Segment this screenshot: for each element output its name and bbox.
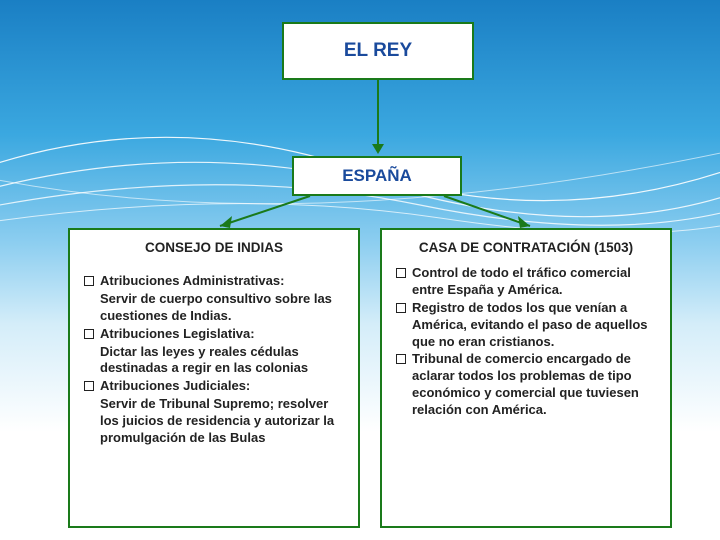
bullet-icon — [396, 268, 406, 278]
consejo-item-1: Atribuciones Administrativas: — [84, 273, 344, 290]
consejo-item-3: Atribuciones Judiciales: — [84, 378, 344, 395]
casa-item-1: Control de todo el tráfico comercial ent… — [396, 265, 656, 299]
bullet-icon — [396, 303, 406, 313]
consejo-item-2-rest: Dictar las leyes y reales cédulas destin… — [100, 344, 344, 378]
casa-title: CASA DE CONTRATACIÓN (1503) — [396, 240, 656, 255]
espana-box: ESPAÑA — [292, 156, 462, 196]
consejo-item-1-rest: Servir de cuerpo consultivo sobre las cu… — [100, 291, 344, 325]
espana-label: ESPAÑA — [342, 166, 412, 186]
casa-item-2: Registro de todos los que venían a Améri… — [396, 300, 656, 351]
elrey-label: EL REY — [344, 40, 412, 62]
consejo-item-2: Atribuciones Legislativa: — [84, 326, 344, 343]
consejo-title: CONSEJO DE INDIAS — [84, 240, 344, 255]
bullet-icon — [396, 354, 406, 364]
bullet-icon — [84, 276, 94, 286]
arrow-elrey-espana-head — [372, 144, 384, 154]
casa-item-3: Tribunal de comercio encargado de aclara… — [396, 351, 656, 419]
consejo-box: CONSEJO DE INDIAS Atribuciones Administr… — [68, 228, 360, 528]
consejo-item-3-rest: Servir de Tribunal Supremo; resolver los… — [100, 396, 344, 447]
bullet-icon — [84, 329, 94, 339]
elrey-box: EL REY — [282, 22, 474, 80]
casa-box: CASA DE CONTRATACIÓN (1503) Control de t… — [380, 228, 672, 528]
arrow-elrey-espana — [377, 80, 379, 146]
bullet-icon — [84, 381, 94, 391]
